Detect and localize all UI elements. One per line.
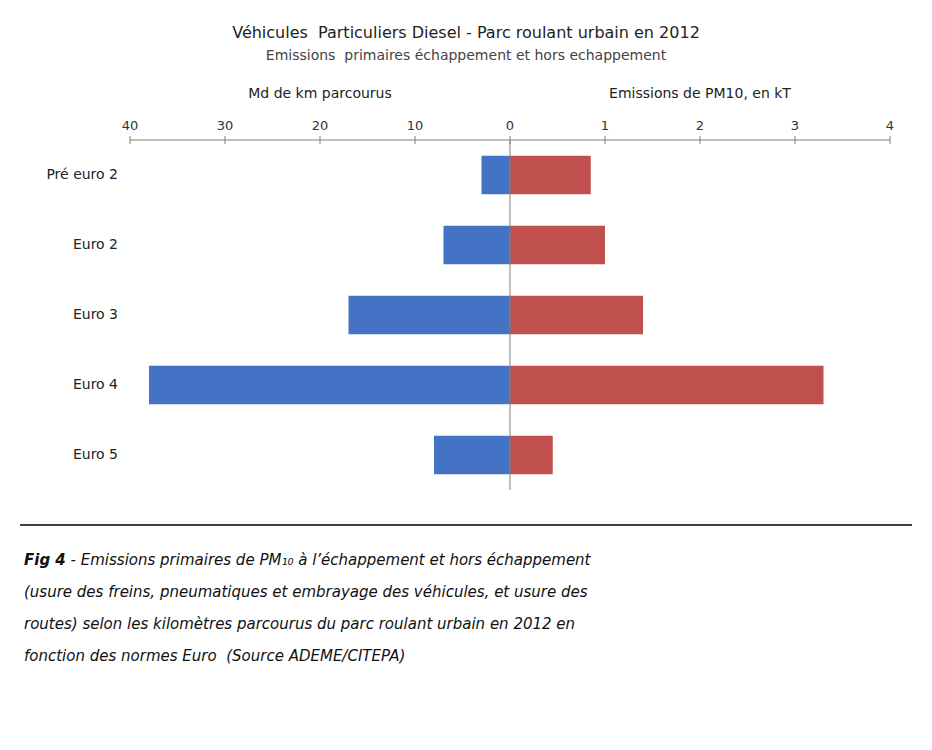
tick-label: 4 xyxy=(886,118,894,133)
tick xyxy=(605,136,606,144)
bar xyxy=(349,296,511,335)
axis-label: Md de km parcourus xyxy=(248,85,392,101)
caption-text: routes) selon les kilomètres parcourus d… xyxy=(24,615,575,633)
tick xyxy=(320,136,321,144)
tick xyxy=(795,136,796,144)
caption-text: - Emissions primaires de PM₁₀ à l’échapp… xyxy=(66,551,592,569)
tick xyxy=(415,136,416,144)
bar xyxy=(444,226,511,265)
tick-label: 20 xyxy=(312,118,329,133)
caption: Fig 4 - Emissions primaires de PM₁₀ à l’… xyxy=(24,551,592,569)
tick xyxy=(700,136,701,144)
category-label: Pré euro 2 xyxy=(46,166,118,182)
tick-label: 10 xyxy=(407,118,424,133)
tick xyxy=(130,136,131,144)
bar xyxy=(510,436,553,475)
axis-label: Emissions de PM10, en kT xyxy=(609,85,791,101)
category-label: Euro 2 xyxy=(73,236,118,252)
caption-text: (usure des freins, pneumatiques et embra… xyxy=(24,583,588,601)
background xyxy=(0,0,932,750)
tick-label: 40 xyxy=(122,118,139,133)
bar xyxy=(510,366,824,405)
tick xyxy=(225,136,226,144)
tick-label: 1 xyxy=(601,118,609,133)
separator xyxy=(20,524,912,526)
bar xyxy=(482,156,511,195)
subtitle: Emissions primaires échappement et hors … xyxy=(266,47,667,63)
caption-label: Fig 4 xyxy=(24,551,66,569)
tick-label: 3 xyxy=(791,118,799,133)
caption-text: fonction des normes Euro (Source ADEME/C… xyxy=(24,647,405,665)
zero-line xyxy=(510,140,511,490)
tick xyxy=(890,136,891,144)
tick-label: 2 xyxy=(696,118,704,133)
tick-label: 0 xyxy=(506,118,514,133)
bar xyxy=(510,296,643,335)
title: Véhicules Particuliers Diesel - Parc rou… xyxy=(232,23,700,42)
bar xyxy=(149,366,510,405)
category-label: Euro 4 xyxy=(73,376,118,392)
tick xyxy=(510,136,511,144)
bar xyxy=(510,226,605,265)
bars xyxy=(149,156,824,475)
category-label: Euro 5 xyxy=(73,446,118,462)
tick-label: 30 xyxy=(217,118,234,133)
chart: Véhicules Particuliers Diesel - Parc rou… xyxy=(0,0,932,750)
bar xyxy=(510,156,591,195)
category-label: Euro 3 xyxy=(73,306,118,322)
bar xyxy=(434,436,510,475)
